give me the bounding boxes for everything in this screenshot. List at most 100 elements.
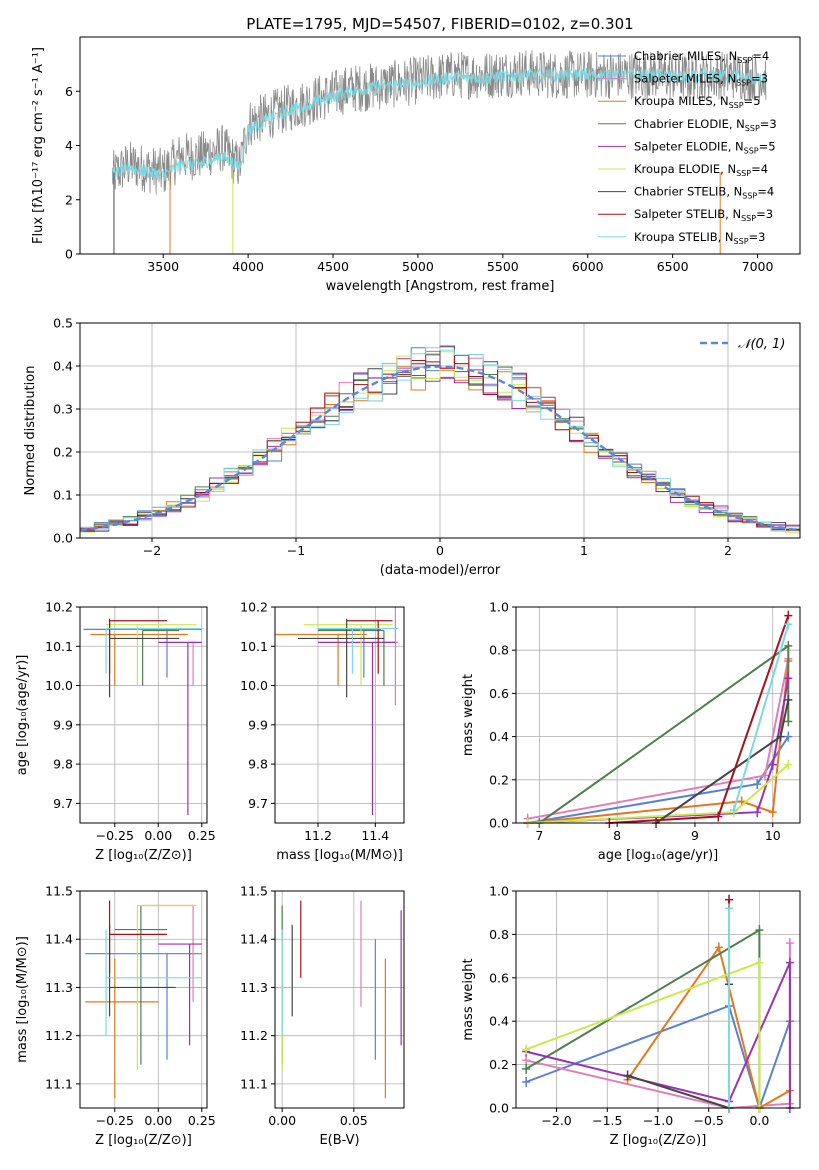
legend-subscript: SSP [744,146,759,155]
weight_vs_z-ytick-label: 0.8 [489,927,509,942]
residuals-ytick-label: 0.1 [53,488,73,503]
legend-subscript: SSP [742,192,757,201]
legend-name: Kroupa STELIB [634,230,718,244]
age_vs_mass-ytick-label: 10.0 [240,678,268,693]
mass-vs-z-panel: −0.25 0.00 0.25 11.1 11.2 11.3 11.4 11.5 Z [log₁… [15,884,216,1149]
weight_vs_age-ytick-label: 0.6 [489,686,509,701]
age_vs_z-ytick-label: 10.0 [45,678,73,693]
legend-n-prefix: , N [728,139,744,153]
age_vs_mass-xlabel: mass [log₁₀(M/M⊙)] [276,848,403,863]
legend-subscript: SSP [745,124,760,133]
age_vs_mass-ytick-label: 10.1 [240,639,268,654]
residuals-xlabel: (data-model)/error [380,563,501,578]
legend-nssp: 3 [758,230,765,244]
weight-line [732,624,790,811]
weight_vs_z-xtick-label: −0.5 [694,1113,724,1128]
spectrum-ytick-label: 0 [65,247,73,262]
legend-n-prefix: , N [720,72,736,86]
legend-entry: Kroupa MILES, NSSP=5 [634,94,761,110]
mass_vs_ebv-xtick-label: 0.00 [268,1113,296,1128]
residuals-ytick-label: 0.3 [53,402,73,417]
legend-name: Salpeter STELIB [634,207,725,221]
weight-vs-age-panel: 7 8 9 10 0.0 0.2 0.4 0.6 0.8 1.0 age [log₁₀(age/yr… [461,600,801,863]
residual-histogram [80,347,800,537]
weight-line [626,945,791,1110]
mass_vs_ebv-frame [274,890,405,1109]
legend-entry: Salpeter MILES, NSSP=3 [634,72,768,88]
mass_vs_ebv-ytick-label: 11.4 [240,932,268,947]
legend-name: Kroupa ELODIE [634,162,720,176]
weight_vs_z-ytick-label: 0.6 [489,970,509,985]
mass_vs_z-xtick-label: 0.25 [188,1113,216,1128]
residuals-ytick-label: 0.5 [53,316,73,331]
mass_vs_z-ytick-label: 11.3 [45,980,73,995]
weight_vs_age-xtick-label: 7 [535,828,543,843]
legend-subscript: SSP [737,56,752,65]
weight_vs_z-ytick-label: 0.2 [489,1057,509,1072]
residuals-plot-area [80,345,800,537]
weight_vs_age-ytick-label: 0.2 [489,772,509,787]
age_vs_z-xtick-label: −0.25 [96,828,134,843]
residuals-ylabel: Normed distribution [23,366,38,496]
legend-eq: = [759,139,769,153]
spectrum-xlabel: wavelength [Angstrom, rest frame] [326,279,555,294]
legend-eq: = [749,230,759,244]
legend-name: Chabrier ELODIE [634,117,729,131]
legend-entry: Chabrier ELODIE, NSSP=3 [634,117,777,133]
mass_vs_ebv-ytick-label: 11.2 [240,1028,268,1043]
residuals-ytick-label: 0.4 [53,359,73,374]
spectrum-xtick-label: 6000 [572,259,604,274]
age_vs_mass-ytick-label: 9.8 [248,757,268,772]
legend-n-prefix: , N [725,207,741,221]
mass_vs_ebv-xlabel: E(B-V) [319,1133,359,1148]
spectrum-panel: 3500 4000 4500 5000 5500 6000 6500 7000 0 2 4 6 wave… [31,36,801,294]
legend-subscript: SSP [736,169,751,178]
weight_vs_age-xtick-label: 9 [691,828,699,843]
residuals-xtick-label: 0 [436,543,444,558]
mass_vs_z-xtick-label: 0.00 [144,1113,172,1128]
legend-eq: = [756,207,766,221]
mass_vs_ebv-ytick-label: 11.3 [240,980,268,995]
legend-eq: = [760,117,770,131]
legend-name: Chabrier STELIB [634,185,726,199]
spectrum-ylabel: Flux [fλ10⁻¹⁷ erg cm⁻² s⁻¹ A⁻¹] [31,47,46,244]
age_vs_z-ylabel: age [log₁₀(age/yr)] [15,655,30,776]
legend-n-prefix: , N [718,230,734,244]
legend-name: Kroupa MILES [634,94,713,108]
age_vs_z-xtick-label: 0.00 [144,828,172,843]
weight_vs_z-ytick-label: 0.0 [489,1101,509,1116]
legend-name: Salpeter MILES [634,72,720,86]
legend-subscript: SSP [741,214,756,223]
spectrum-xtick-label: 5500 [487,259,519,274]
age_vs_z-ytick-label: 9.9 [53,717,73,732]
age_vs_mass-ytick-label: 10.2 [240,600,268,615]
age_vs_z-xlabel: Z [log₁₀(Z/Z⊙)] [95,848,192,863]
legend-subscript: SSP [729,101,744,110]
residuals-ytick-label: 0.2 [53,445,73,460]
weight-vs-z-panel: −2.0 −1.5 −1.0 −0.5 0.0 0.0 0.2 0.4 0.6 0.8 1.0 Z [… [461,884,801,1148]
weight_vs_age-xtick-label: 8 [613,828,621,843]
residuals-xtick-label: 2 [724,543,732,558]
legend-entry: Kroupa STELIB, NSSP=3 [634,230,766,246]
legend-nssp: 4 [762,49,769,63]
age_vs_z-ytick-label: 9.7 [53,796,73,811]
age_vs_mass-frame [274,606,405,824]
mass_vs_z-ytick-label: 11.1 [45,1076,73,1091]
weight_vs_age-ytick-label: 0.0 [489,816,509,831]
age-vs-mass-panel: 11.2 11.4 9.7 9.8 9.9 10.0 10.1 10.2 mass [log₁₀… [240,600,405,863]
spectrum-ytick-label: 4 [65,138,73,153]
mass_vs_z-ytick-label: 11.2 [45,1028,73,1043]
mass_vs_z-ytick-label: 11.5 [45,884,73,899]
spectrum-xtick-label: 7000 [742,259,774,274]
legend-eq: = [751,162,761,176]
mass_vs_z-xlabel: Z [log₁₀(Z/Z⊙)] [95,1133,192,1148]
weight_vs_z-ylabel: mass weight [461,958,476,1040]
spectrum-xtick-label: 4000 [232,259,264,274]
legend-nssp: 3 [769,117,776,131]
legend-entry: Chabrier MILES, NSSP=4 [634,49,769,65]
legend-entry: Salpeter ELODIE, NSSP=5 [634,139,776,155]
mass-vs-ebv-panel: 0.00 0.05 11.1 11.2 11.3 11.4 11.5 E(B-V) [240,884,405,1148]
weight_vs_age-ytick-label: 1.0 [489,600,509,615]
age-vs-z-panel: −0.25 0.00 0.25 9.7 9.8 9.9 10.0 10.1 10.2 Z [log… [15,600,216,864]
